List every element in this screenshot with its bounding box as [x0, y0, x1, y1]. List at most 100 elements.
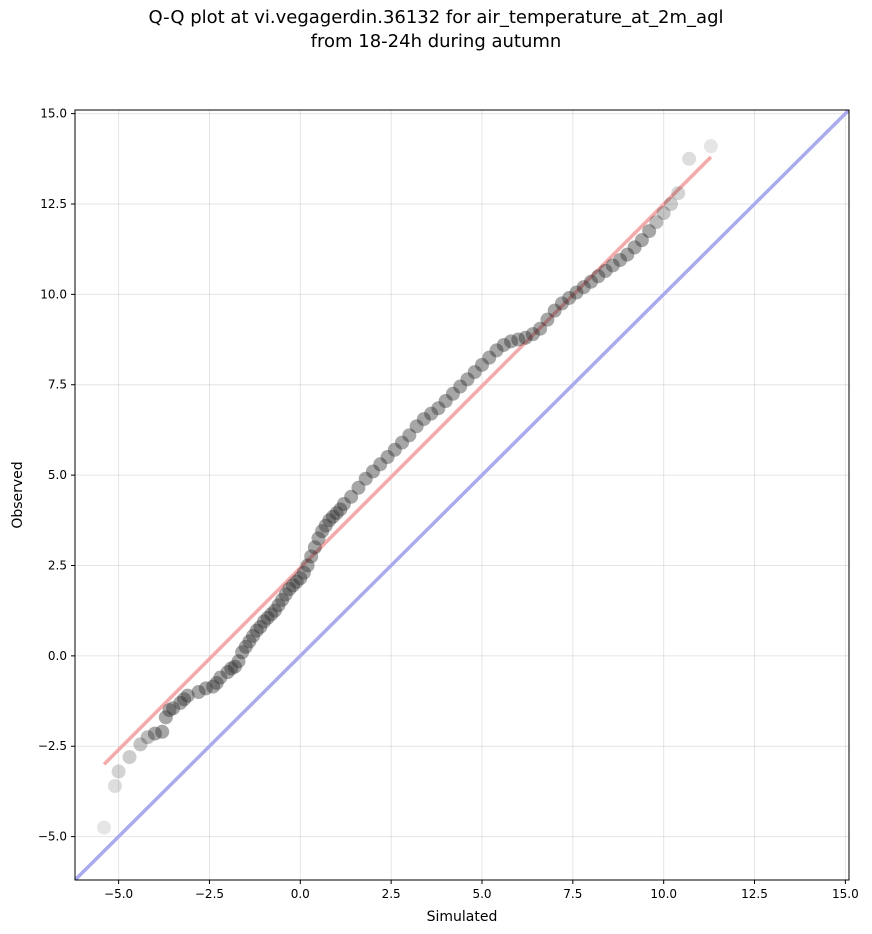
data-point: [147, 726, 162, 741]
data-point: [235, 645, 250, 660]
data-point: [318, 518, 333, 533]
data-point: [518, 330, 533, 345]
data-point: [180, 688, 195, 703]
data-point: [256, 614, 271, 629]
y-tick-label: 7.5: [48, 378, 67, 392]
plot-frame: [74, 109, 850, 881]
data-point: [296, 565, 311, 580]
data-point: [525, 327, 540, 342]
data-point: [220, 665, 235, 680]
data-point: [289, 574, 304, 589]
data-point: [445, 386, 460, 401]
data-point: [576, 280, 591, 295]
data-point: [133, 737, 148, 752]
data-point: [209, 675, 224, 690]
data-point: [656, 206, 671, 221]
x-tick-label: −2.5: [195, 887, 224, 901]
data-point: [591, 269, 606, 284]
data-point: [158, 710, 173, 725]
y-tick-label: −2.5: [38, 739, 67, 753]
data-point: [162, 703, 177, 718]
data-point: [504, 334, 519, 349]
chart-title-line-2: from 18-24h during autumn: [310, 31, 562, 52]
data-point: [533, 321, 548, 336]
data-point: [304, 549, 319, 564]
data-point: [584, 274, 598, 289]
data-point: [300, 558, 315, 573]
data-point: [242, 634, 257, 649]
data-point: [267, 603, 282, 618]
data-point: [111, 764, 126, 779]
data-point: [315, 524, 330, 539]
data-point: [496, 337, 511, 352]
data-point: [453, 379, 468, 394]
data-point: [311, 531, 326, 546]
data-point: [307, 540, 322, 555]
data-point: [431, 401, 446, 416]
y-tick-label: 12.5: [40, 197, 67, 211]
identity-reference-line: [75, 110, 849, 880]
data-point: [562, 290, 577, 305]
data-point: [554, 296, 569, 311]
data-point: [166, 701, 181, 716]
y-tick-label: 2.5: [48, 558, 67, 572]
chart-title: Q-Q plot at vi.vegagerdin.36132 for air_…: [0, 6, 872, 54]
data-point: [482, 350, 497, 365]
data-point: [598, 263, 613, 278]
data-point: [107, 779, 122, 794]
x-tick-label: 15.0: [832, 887, 859, 901]
data-point: [231, 654, 246, 669]
data-point: [395, 435, 410, 450]
data-point: [140, 730, 155, 745]
data-point: [671, 186, 686, 201]
x-axis-ticks: −5.0 −2.5 0.0 2.5 5.0 7.5 10.0 12.5 15.0: [104, 880, 859, 901]
data-point: [489, 343, 504, 358]
data-point: [191, 685, 206, 700]
y-tick-label: 5.0: [48, 468, 67, 482]
data-point: [227, 659, 242, 674]
data-point: [547, 303, 562, 318]
data-point: [333, 502, 348, 517]
data-point: [467, 365, 482, 380]
data-point: [569, 285, 584, 300]
gridlines: [75, 110, 849, 880]
data-point: [642, 224, 657, 239]
data-point: [278, 587, 293, 602]
data-point: [358, 471, 373, 486]
data-point: [122, 750, 137, 765]
y-axis-label: Observed: [10, 461, 26, 528]
data-point: [213, 670, 228, 685]
data-point: [380, 450, 395, 465]
data-point: [238, 639, 253, 654]
data-point: [344, 489, 359, 504]
data-point: [365, 464, 380, 479]
data-point: [460, 372, 475, 387]
data-point: [198, 681, 213, 696]
data-point: [511, 332, 526, 347]
data-point: [177, 692, 192, 707]
data-point: [438, 394, 453, 409]
y-tick-label: 10.0: [40, 287, 67, 301]
data-point: [409, 419, 424, 434]
x-tick-label: −5.0: [104, 887, 133, 901]
x-tick-label: 10.0: [650, 887, 677, 901]
chart-title-line-1: Q-Q plot at vi.vegagerdin.36132 for air_…: [148, 7, 724, 28]
data-point: [253, 619, 268, 634]
data-point: [387, 442, 402, 457]
data-point: [264, 607, 279, 622]
data-point: [155, 724, 170, 739]
data-points: [97, 139, 718, 835]
data-point: [605, 258, 620, 273]
data-point: [173, 695, 188, 710]
data-point: [246, 628, 261, 643]
y-axis-ticks: −5.0 −2.5 0.0 2.5 5.0 7.5 10.0 12.5 15.0: [38, 107, 75, 844]
data-point: [336, 497, 351, 512]
data-point: [326, 509, 340, 524]
y-tick-label: −5.0: [38, 830, 67, 844]
data-point: [703, 139, 718, 154]
data-point: [540, 312, 555, 327]
x-tick-label: 2.5: [382, 887, 401, 901]
data-point: [634, 233, 649, 248]
data-point: [293, 571, 308, 586]
